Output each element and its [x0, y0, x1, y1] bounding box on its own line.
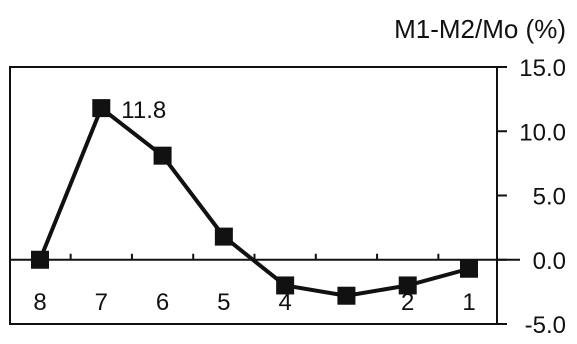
data-point-marker: [92, 99, 111, 118]
x-tick-label: 7: [95, 289, 108, 316]
data-point-marker: [31, 250, 49, 269]
y-tick-label: 15.0: [519, 55, 566, 82]
x-tick-label: 1: [462, 289, 475, 316]
y-axis-unit-label: M1-M2/Mo (%): [394, 14, 566, 44]
y-tick-label: 5.0: [533, 184, 566, 211]
axes: [10, 66, 520, 325]
y-tick-label: 10.0: [519, 119, 566, 146]
series-layer: [31, 99, 478, 305]
plot-area-frame: [9, 66, 498, 325]
data-point-marker: [460, 259, 478, 278]
data-point-marker: [398, 276, 417, 295]
data-point-marker: [276, 276, 295, 295]
x-tick-label: 4: [278, 289, 291, 316]
data-point-marker: [214, 227, 233, 246]
y-tick-label: 0.0: [533, 248, 566, 275]
data-label: 11.8: [121, 97, 166, 124]
data-point-marker: [153, 146, 172, 165]
x-tick-label: 8: [33, 289, 46, 316]
y-tick-label: -5.0: [525, 312, 566, 339]
x-tick-label: 6: [156, 289, 169, 316]
x-tick-label: 5: [217, 289, 230, 316]
labels-layer: 15.0 10.0 5.0 0.0 -5.0 8 7 6 5 4 2 1 11.8: [33, 55, 566, 339]
data-point-marker: [337, 286, 356, 305]
x-tick-label: 2: [401, 289, 414, 316]
series-line: [38, 106, 470, 298]
